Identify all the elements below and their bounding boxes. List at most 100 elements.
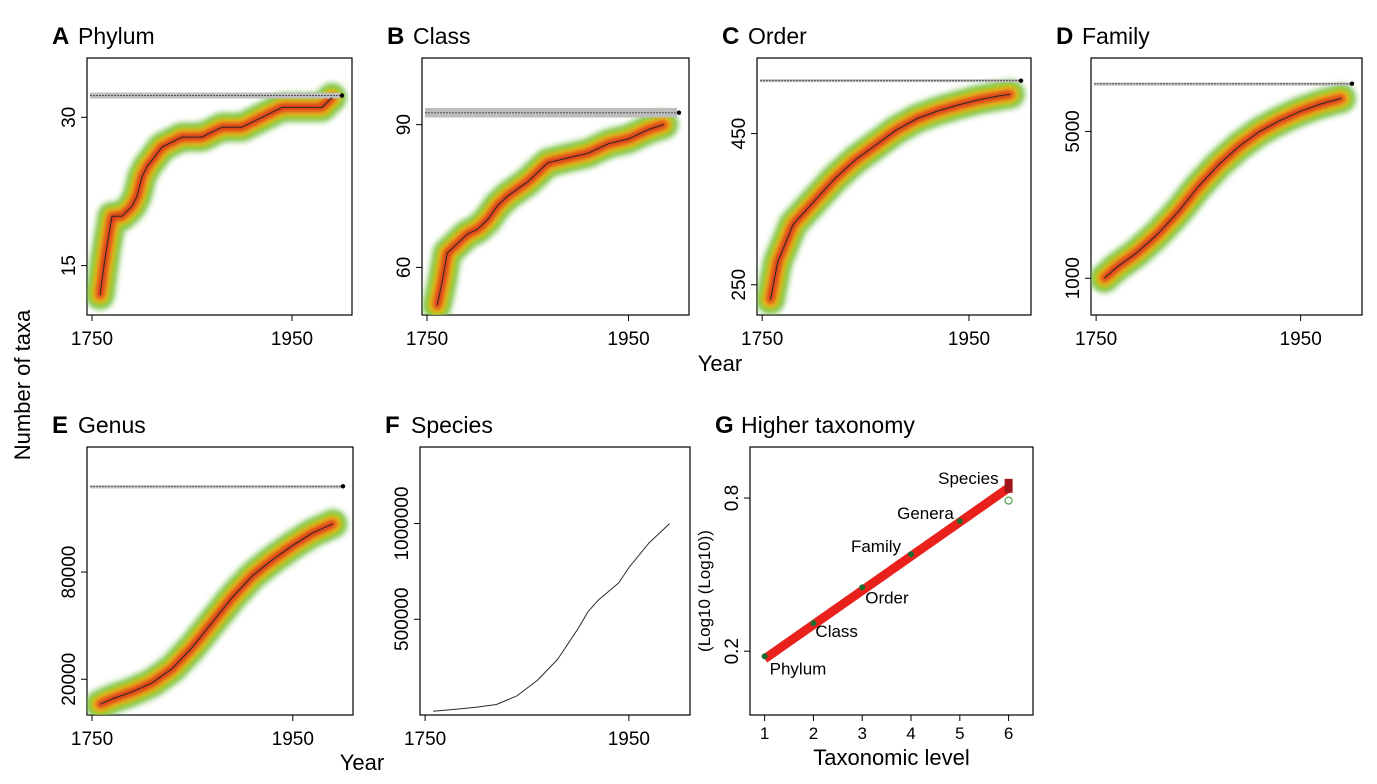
panel-family: D Family 1750 1950 1000 5000 bbox=[1056, 23, 1363, 350]
chart-a-density-band-4 bbox=[96, 94, 336, 299]
panel-species: F Species 1750 1950 500000 1000000 bbox=[385, 412, 691, 750]
chart-a-frame bbox=[86, 57, 353, 316]
chart-g-point-label-5: Species bbox=[938, 469, 998, 488]
chart-g-point-label-3: Family bbox=[851, 537, 902, 556]
chart-c-plot-area bbox=[757, 78, 1026, 315]
chart-g-x-tick-label-5: 6 bbox=[1004, 724, 1013, 743]
chart-g-point-label-0: Phylum bbox=[770, 659, 827, 678]
chart-b-asymptote-point bbox=[676, 110, 682, 115]
chart-b-letter: B bbox=[387, 23, 404, 50]
chart-a-y-tick-label-1: 30 bbox=[59, 107, 80, 128]
chart-a-asymptote-point bbox=[339, 93, 345, 98]
chart-g-x-tick-label-3: 4 bbox=[906, 724, 915, 743]
chart-e-title: Genus bbox=[78, 412, 146, 438]
chart-b-series-line bbox=[436, 124, 664, 306]
chart-g-point-3 bbox=[908, 551, 915, 558]
chart-a-letter: A bbox=[52, 23, 69, 50]
chart-g-regression-line bbox=[762, 484, 1012, 663]
chart-g-point-2 bbox=[859, 584, 866, 591]
chart-f-letter: F bbox=[385, 412, 400, 439]
chart-f-y-tick-label-1: 1000000 bbox=[392, 487, 413, 561]
chart-e-series-line bbox=[99, 523, 334, 705]
chart-g-plot-area bbox=[761, 478, 1013, 663]
chart-b-plot-area bbox=[422, 107, 682, 315]
chart-e-y-tick-label-1: 80000 bbox=[59, 546, 80, 599]
chart-g-point-label-4: Genera bbox=[897, 504, 954, 523]
chart-c-asymptote-point bbox=[1018, 78, 1024, 83]
chart-e-y-tick-label-0: 20000 bbox=[59, 653, 80, 706]
shared-x-axis-label-top: Year bbox=[698, 351, 742, 376]
chart-g-y-tick-label-0: 0.2 bbox=[722, 638, 743, 664]
chart-c-frame bbox=[756, 57, 1032, 316]
chart-g-point-4 bbox=[956, 518, 963, 525]
chart-g-point-1 bbox=[810, 620, 817, 627]
chart-d-frame bbox=[1090, 57, 1363, 316]
chart-e-plot-area bbox=[87, 484, 348, 715]
chart-d-series-line bbox=[1103, 97, 1342, 279]
chart-f-x-tick-label-1: 1950 bbox=[608, 729, 650, 750]
chart-c-letter: C bbox=[722, 23, 739, 50]
chart-g-x-tick-label-0: 1 bbox=[760, 724, 769, 743]
chart-c-y-tick-label-1: 450 bbox=[729, 118, 750, 150]
chart-c-x-tick-label-0: 1750 bbox=[741, 329, 783, 350]
chart-g-point-label-1: Class bbox=[815, 622, 858, 641]
chart-d-density-band-4 bbox=[1100, 94, 1345, 282]
chart-g-x-tick-label-4: 5 bbox=[955, 724, 964, 743]
chart-d-title: Family bbox=[1082, 23, 1150, 49]
chart-e-asymptote-point bbox=[340, 484, 346, 489]
chart-e-frame bbox=[86, 446, 354, 716]
shared-x-axis-label-bottom: Year bbox=[340, 750, 384, 775]
chart-g-x-axis-label: Taxonomic level bbox=[813, 745, 970, 770]
chart-a-plot-area bbox=[87, 82, 347, 311]
chart-d-asymptote-point bbox=[1349, 81, 1355, 86]
shared-y-axis-label: Number of taxa bbox=[10, 309, 35, 460]
panel-class: B Class 1750 1950 60 90 bbox=[387, 23, 690, 350]
chart-c-series-line bbox=[769, 93, 1011, 300]
chart-d-y-tick-label-1: 5000 bbox=[1063, 110, 1084, 152]
chart-f-x-tick-label-0: 1750 bbox=[404, 729, 446, 750]
chart-f-y-tick-label-0: 500000 bbox=[392, 588, 413, 651]
chart-b-x-tick-label-0: 1750 bbox=[406, 329, 448, 350]
chart-g-point-label-2: Order bbox=[865, 588, 909, 607]
chart-a-x-tick-label-0: 1750 bbox=[71, 329, 113, 350]
chart-g-letter: G bbox=[715, 412, 734, 439]
chart-g-point-5 bbox=[1004, 478, 1013, 493]
chart-a-x-tick-label-1: 1950 bbox=[271, 329, 313, 350]
chart-e-x-tick-label-0: 1750 bbox=[71, 729, 113, 750]
chart-d-y-tick-label-0: 1000 bbox=[1063, 257, 1084, 299]
chart-g-frame bbox=[749, 446, 1034, 716]
chart-a-series-line bbox=[99, 97, 333, 296]
chart-c-x-tick-label-1: 1950 bbox=[948, 329, 990, 350]
chart-d-x-tick-label-1: 1950 bbox=[1280, 329, 1322, 350]
chart-g-x-tick-label-1: 2 bbox=[809, 724, 818, 743]
chart-g-predicted-point bbox=[1004, 496, 1013, 505]
chart-f-plot-area bbox=[433, 523, 670, 712]
panel-order: C Order 1750 1950 250 450 bbox=[722, 23, 1032, 350]
chart-b-title: Class bbox=[413, 23, 471, 49]
chart-b-x-tick-label-1: 1950 bbox=[607, 329, 649, 350]
chart-a-title: Phylum bbox=[78, 23, 155, 49]
chart-c-title: Order bbox=[748, 23, 807, 49]
chart-g-y-tick-label-1: 0.8 bbox=[722, 485, 743, 511]
chart-b-y-tick-label-1: 90 bbox=[394, 114, 415, 135]
chart-f-title: Species bbox=[411, 412, 493, 438]
chart-g-title: Higher taxonomy bbox=[741, 412, 915, 438]
chart-f-frame bbox=[419, 446, 691, 716]
chart-f-series-line bbox=[433, 523, 670, 712]
chart-c-density-band-2 bbox=[761, 85, 1020, 309]
chart-b-frame bbox=[421, 57, 690, 316]
chart-a-y-tick-label-0: 15 bbox=[59, 255, 80, 276]
panel-genus: E Genus 1750 1950 20000 80000 bbox=[52, 412, 354, 750]
chart-e-letter: E bbox=[52, 412, 68, 439]
chart-d-plot-area bbox=[1091, 81, 1357, 294]
chart-d-x-tick-label-0: 1750 bbox=[1075, 329, 1117, 350]
chart-g-point-0 bbox=[761, 653, 768, 660]
chart-g-x-tick-label-2: 3 bbox=[857, 724, 866, 743]
chart-e-x-tick-label-1: 1950 bbox=[272, 729, 314, 750]
chart-b-y-tick-label-0: 60 bbox=[394, 257, 415, 278]
chart-c-y-tick-label-0: 250 bbox=[729, 269, 750, 301]
chart-g-y-axis-label: (Log10 (Log10)) bbox=[695, 530, 714, 652]
chart-e-asymptote-band bbox=[90, 485, 341, 489]
panel-phylum: A Phylum 1750 1950 15 30 bbox=[52, 23, 353, 350]
